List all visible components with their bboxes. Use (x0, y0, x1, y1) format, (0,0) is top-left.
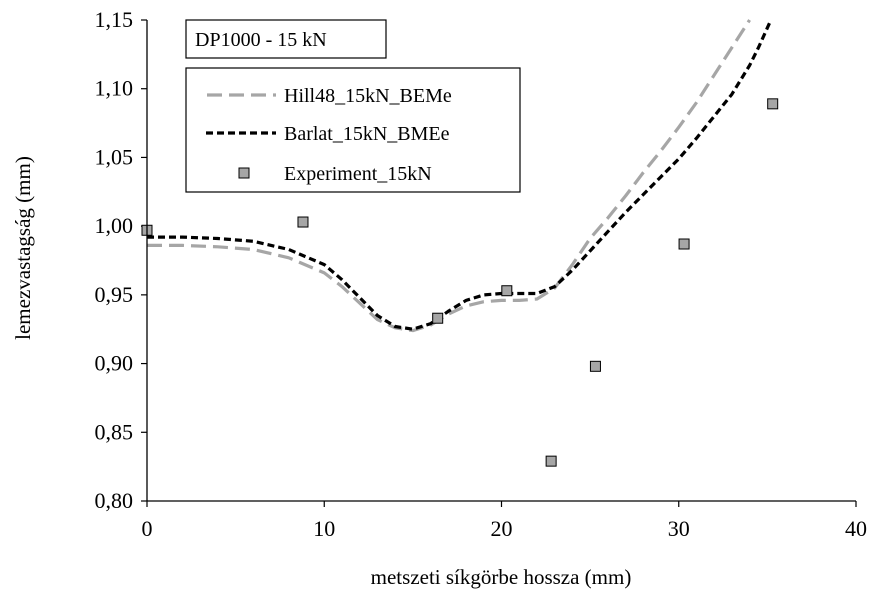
data-point-experiment-15kn (545, 455, 557, 467)
chart-title: DP1000 - 15 kN (195, 29, 327, 51)
x-axis-ticks: 0 10 20 30 40 (142, 501, 867, 541)
x-axis-title: metszeti síkgörbe hossza (mm) (371, 565, 632, 589)
data-point-experiment-15kn (589, 360, 601, 372)
legend: Hill48_15kN_BEMe Barlat_15kN_BMEe Experi… (185, 67, 521, 193)
x-tick-label: 40 (845, 516, 867, 541)
legend-label-experiment: Experiment_15kN (284, 163, 432, 185)
y-tick-label: 0,95 (95, 282, 134, 307)
y-tick-label: 1,10 (95, 76, 134, 101)
x-tick-label: 10 (313, 516, 335, 541)
y-tick-label: 0,85 (95, 419, 134, 444)
series-line-hill48-15kn-beme (147, 19, 751, 333)
x-tick-label: 30 (668, 516, 690, 541)
data-point-experiment-15kn (767, 98, 779, 110)
y-tick-label: 1,00 (95, 213, 134, 238)
data-point-experiment-15kn (432, 312, 444, 324)
data-point-experiment-15kn (297, 216, 309, 228)
y-axis-ticks: 0,80 0,85 0,90 0,95 1,00 1,05 1,10 1,15 (95, 7, 147, 513)
y-axis-title: lemezvastagság (mm) (11, 156, 35, 340)
legend-label-barlat: Barlat_15kN_BMEe (284, 123, 450, 145)
legend-label-hill48: Hill48_15kN_BEMe (284, 85, 452, 107)
x-tick-label: 0 (142, 516, 153, 541)
y-tick-label: 1,05 (95, 144, 134, 169)
y-tick-label: 0,80 (95, 488, 134, 513)
y-tick-label: 0,90 (95, 351, 134, 376)
legend-swatch-experiment (238, 167, 250, 179)
chart-title-box: DP1000 - 15 kN (185, 19, 387, 59)
y-tick-label: 1,15 (95, 7, 134, 32)
x-tick-label: 20 (491, 516, 513, 541)
data-point-experiment-15kn (678, 238, 690, 250)
data-point-experiment-15kn (501, 285, 513, 297)
